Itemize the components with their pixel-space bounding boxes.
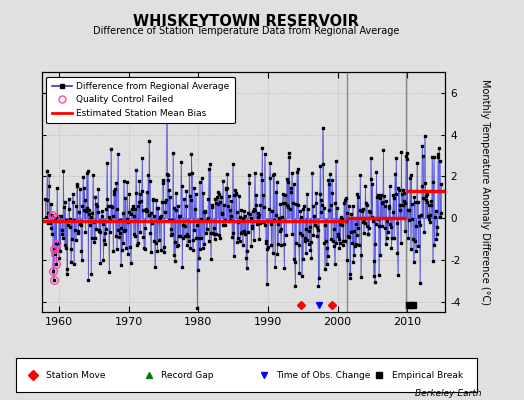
Text: WHISKEYTOWN RESERVOIR: WHISKEYTOWN RESERVOIR <box>133 14 359 29</box>
Text: Time of Obs. Change: Time of Obs. Change <box>276 370 370 380</box>
Text: Station Move: Station Move <box>46 370 105 380</box>
Text: Record Gap: Record Gap <box>161 370 213 380</box>
Text: Berkeley Earth: Berkeley Earth <box>416 389 482 398</box>
Text: Difference of Station Temperature Data from Regional Average: Difference of Station Temperature Data f… <box>93 26 399 36</box>
Legend: Difference from Regional Average, Quality Control Failed, Estimated Station Mean: Difference from Regional Average, Qualit… <box>47 76 235 123</box>
Y-axis label: Monthly Temperature Anomaly Difference (°C): Monthly Temperature Anomaly Difference (… <box>480 79 490 305</box>
Text: Empirical Break: Empirical Break <box>391 370 463 380</box>
